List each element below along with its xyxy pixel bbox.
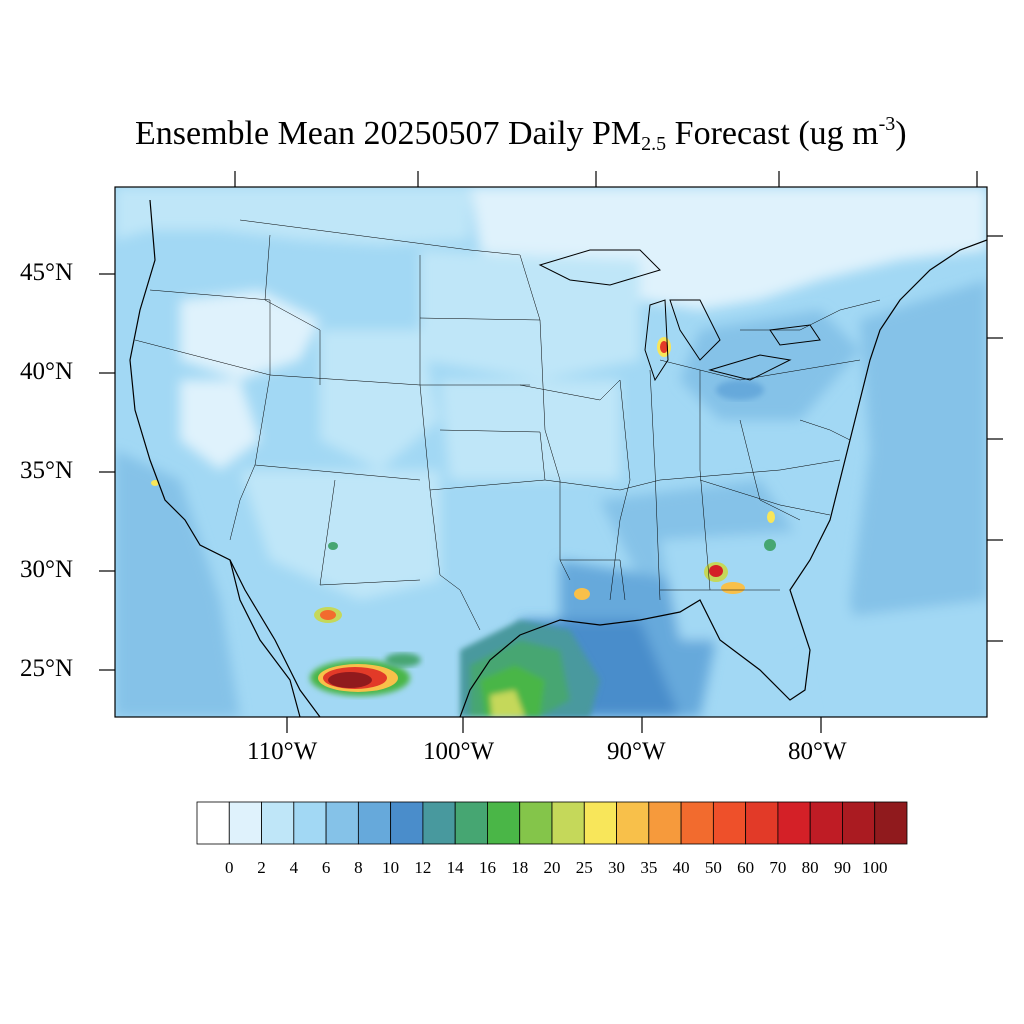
colorbar-label: 8 [354, 858, 363, 877]
colorbar-label: 35 [640, 858, 658, 877]
lat-label-30: 30°N [20, 556, 74, 583]
colorbar-label: 12 [414, 858, 432, 877]
colorbar-box [228, 801, 262, 845]
lon-label-110: 110°W [247, 738, 318, 765]
great-lakes [538, 249, 821, 382]
colorbar-box [842, 801, 876, 845]
colorbar-box [325, 801, 359, 845]
colorbar-box [583, 801, 617, 845]
colorbar [196, 801, 908, 845]
lat-label-35: 35°N [20, 457, 74, 484]
colorbar-box [680, 801, 714, 845]
coastlines [129, 199, 987, 717]
colorbar-label: 50 [704, 858, 722, 877]
concentration-field [115, 187, 987, 717]
colorbar-box [196, 801, 230, 845]
colorbar-box [551, 801, 585, 845]
map-frame [114, 186, 988, 718]
lat-label-25: 25°N [20, 655, 74, 682]
colorbar-label: 0 [225, 858, 234, 877]
colorbar-label: 18 [511, 858, 529, 877]
colorbar-label: 20 [543, 858, 561, 877]
colorbar-label: 14 [446, 858, 464, 877]
colorbar-label: 60 [737, 858, 755, 877]
colorbar-box [874, 801, 908, 845]
colorbar-box [293, 801, 327, 845]
colorbar-box [616, 801, 650, 845]
colorbar-label: 30 [608, 858, 626, 877]
colorbar-label: 6 [321, 858, 331, 877]
colorbar-label: 2 [257, 858, 266, 877]
colorbar-box [777, 801, 811, 845]
colorbar-label: 100 [861, 858, 888, 877]
colorbar-box [454, 801, 488, 845]
state-boundaries [134, 219, 881, 631]
lon-label-100: 100°W [423, 738, 495, 765]
lon-label-80: 80°W [788, 738, 847, 765]
colorbar-label: 25 [575, 858, 593, 877]
colorbar-box [422, 801, 456, 845]
colorbar-label: 16 [478, 858, 496, 877]
colorbar-box [648, 801, 682, 845]
colorbar-label: 40 [672, 858, 690, 877]
tick-marks [99, 171, 1003, 733]
colorbar-box [712, 801, 747, 845]
lat-label-40: 40°N [20, 358, 74, 385]
colorbar-box [745, 801, 779, 845]
low-concentration-areas [115, 187, 987, 600]
colorbar-label: 90 [833, 858, 851, 877]
colorbar-box [809, 801, 843, 845]
colorbar-box [390, 801, 424, 845]
colorbar-box [261, 801, 295, 845]
colorbar-label: 10 [382, 858, 400, 877]
colorbar-box [357, 801, 392, 845]
colorbar-label: 70 [769, 858, 787, 877]
colorbar-label: 4 [289, 858, 299, 877]
colorbar-box [519, 801, 553, 845]
lon-label-90: 90°W [607, 738, 666, 765]
lat-label-45: 45°N [20, 259, 74, 286]
medium-concentration-areas [115, 280, 987, 717]
colorbar-box [487, 801, 521, 845]
south-texas-plume [460, 620, 600, 717]
colorbar-label: 80 [801, 858, 819, 877]
hotspots [151, 337, 776, 696]
